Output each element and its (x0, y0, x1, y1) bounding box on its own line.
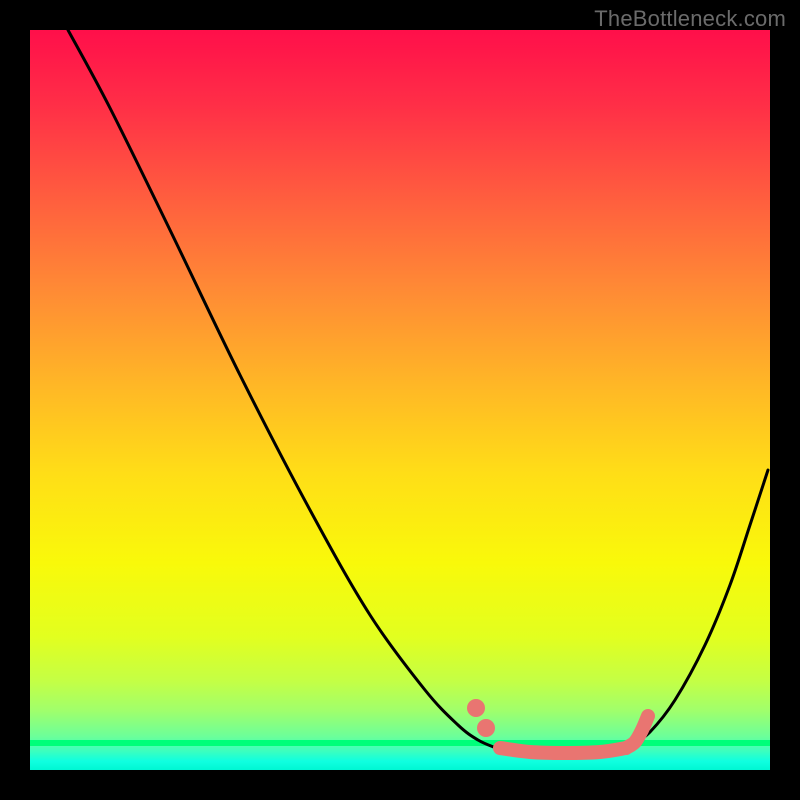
optimal-range-dots (467, 699, 495, 737)
optimal-dot (477, 719, 495, 737)
chart-frame: TheBottleneck.com (0, 0, 800, 800)
watermark-text: TheBottleneck.com (594, 6, 786, 32)
optimal-dot (467, 699, 485, 717)
bottleneck-v-curve (68, 30, 768, 752)
optimal-range-highlight (500, 748, 626, 753)
optimal-range-rise (626, 716, 648, 748)
plot-area (30, 30, 770, 770)
chart-overlay-svg (30, 30, 770, 770)
